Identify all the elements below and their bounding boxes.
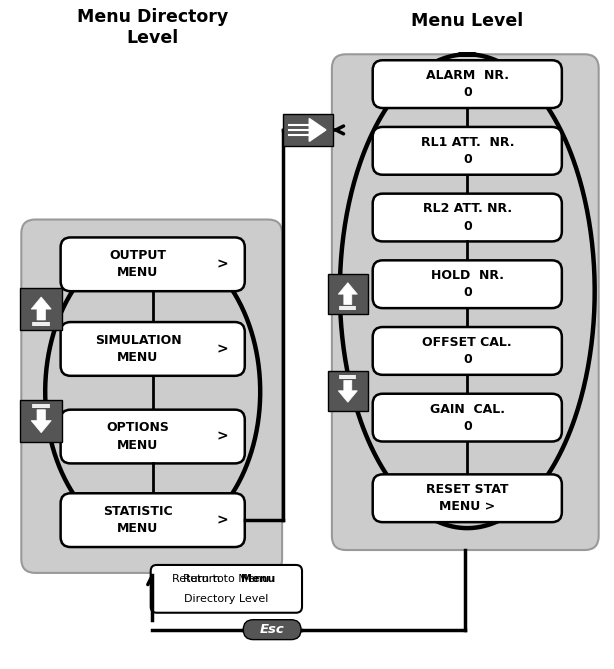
FancyBboxPatch shape: [373, 193, 562, 242]
FancyBboxPatch shape: [332, 54, 599, 550]
Text: SIMULATION: SIMULATION: [95, 334, 181, 347]
Text: Esc: Esc: [260, 623, 284, 636]
FancyBboxPatch shape: [61, 322, 245, 376]
FancyBboxPatch shape: [61, 493, 245, 547]
Text: 0: 0: [463, 353, 472, 366]
Text: GAIN  CAL.: GAIN CAL.: [430, 403, 505, 415]
Text: Return to: Return to: [172, 574, 227, 584]
Text: HOLD  NR.: HOLD NR.: [431, 269, 503, 282]
Bar: [328, 274, 368, 314]
Text: Directory Level: Directory Level: [184, 594, 268, 604]
Bar: [20, 399, 62, 442]
Polygon shape: [31, 297, 51, 320]
Text: >: >: [217, 342, 228, 356]
Text: 0: 0: [463, 419, 472, 433]
Text: Menu Directory
Level: Menu Directory Level: [77, 9, 228, 47]
FancyBboxPatch shape: [373, 60, 562, 108]
Polygon shape: [31, 409, 51, 433]
Text: OPTIONS: OPTIONS: [107, 421, 169, 434]
Text: Menu: Menu: [241, 574, 275, 584]
FancyBboxPatch shape: [373, 474, 562, 522]
Text: MENU: MENU: [117, 351, 158, 364]
Text: Return to ​Menu: Return to ​Menu: [184, 574, 270, 584]
Text: RESET STAT: RESET STAT: [426, 483, 508, 496]
Text: RL1 ATT.  NR.: RL1 ATT. NR.: [421, 136, 514, 149]
FancyBboxPatch shape: [373, 127, 562, 175]
Text: ALARM  NR.: ALARM NR.: [426, 69, 509, 82]
FancyBboxPatch shape: [150, 565, 302, 613]
Text: 0: 0: [463, 86, 472, 99]
Text: 0: 0: [463, 286, 472, 299]
Text: Menu Level: Menu Level: [411, 13, 523, 31]
Text: OFFSET CAL.: OFFSET CAL.: [422, 336, 512, 349]
Text: MENU: MENU: [117, 522, 158, 535]
Text: MENU: MENU: [117, 439, 158, 452]
Text: 0: 0: [463, 153, 472, 166]
Bar: [328, 371, 368, 411]
FancyBboxPatch shape: [373, 327, 562, 375]
Polygon shape: [338, 282, 357, 304]
Bar: [20, 288, 62, 330]
FancyBboxPatch shape: [61, 237, 245, 291]
Text: MENU >: MENU >: [439, 500, 495, 513]
Bar: [283, 114, 333, 146]
Text: >: >: [217, 429, 228, 444]
FancyBboxPatch shape: [21, 219, 282, 573]
Text: STATISTIC: STATISTIC: [103, 505, 173, 518]
Text: >: >: [217, 258, 228, 272]
FancyBboxPatch shape: [243, 619, 301, 640]
Text: >: >: [217, 513, 228, 527]
FancyBboxPatch shape: [373, 394, 562, 442]
Text: MENU: MENU: [117, 266, 158, 280]
FancyBboxPatch shape: [373, 260, 562, 308]
FancyBboxPatch shape: [61, 409, 245, 464]
Text: RL2 ATT. NR.: RL2 ATT. NR.: [422, 203, 512, 215]
Text: OUTPUT: OUTPUT: [109, 250, 166, 262]
Polygon shape: [309, 118, 326, 141]
Text: 0: 0: [463, 219, 472, 233]
Polygon shape: [338, 381, 357, 402]
